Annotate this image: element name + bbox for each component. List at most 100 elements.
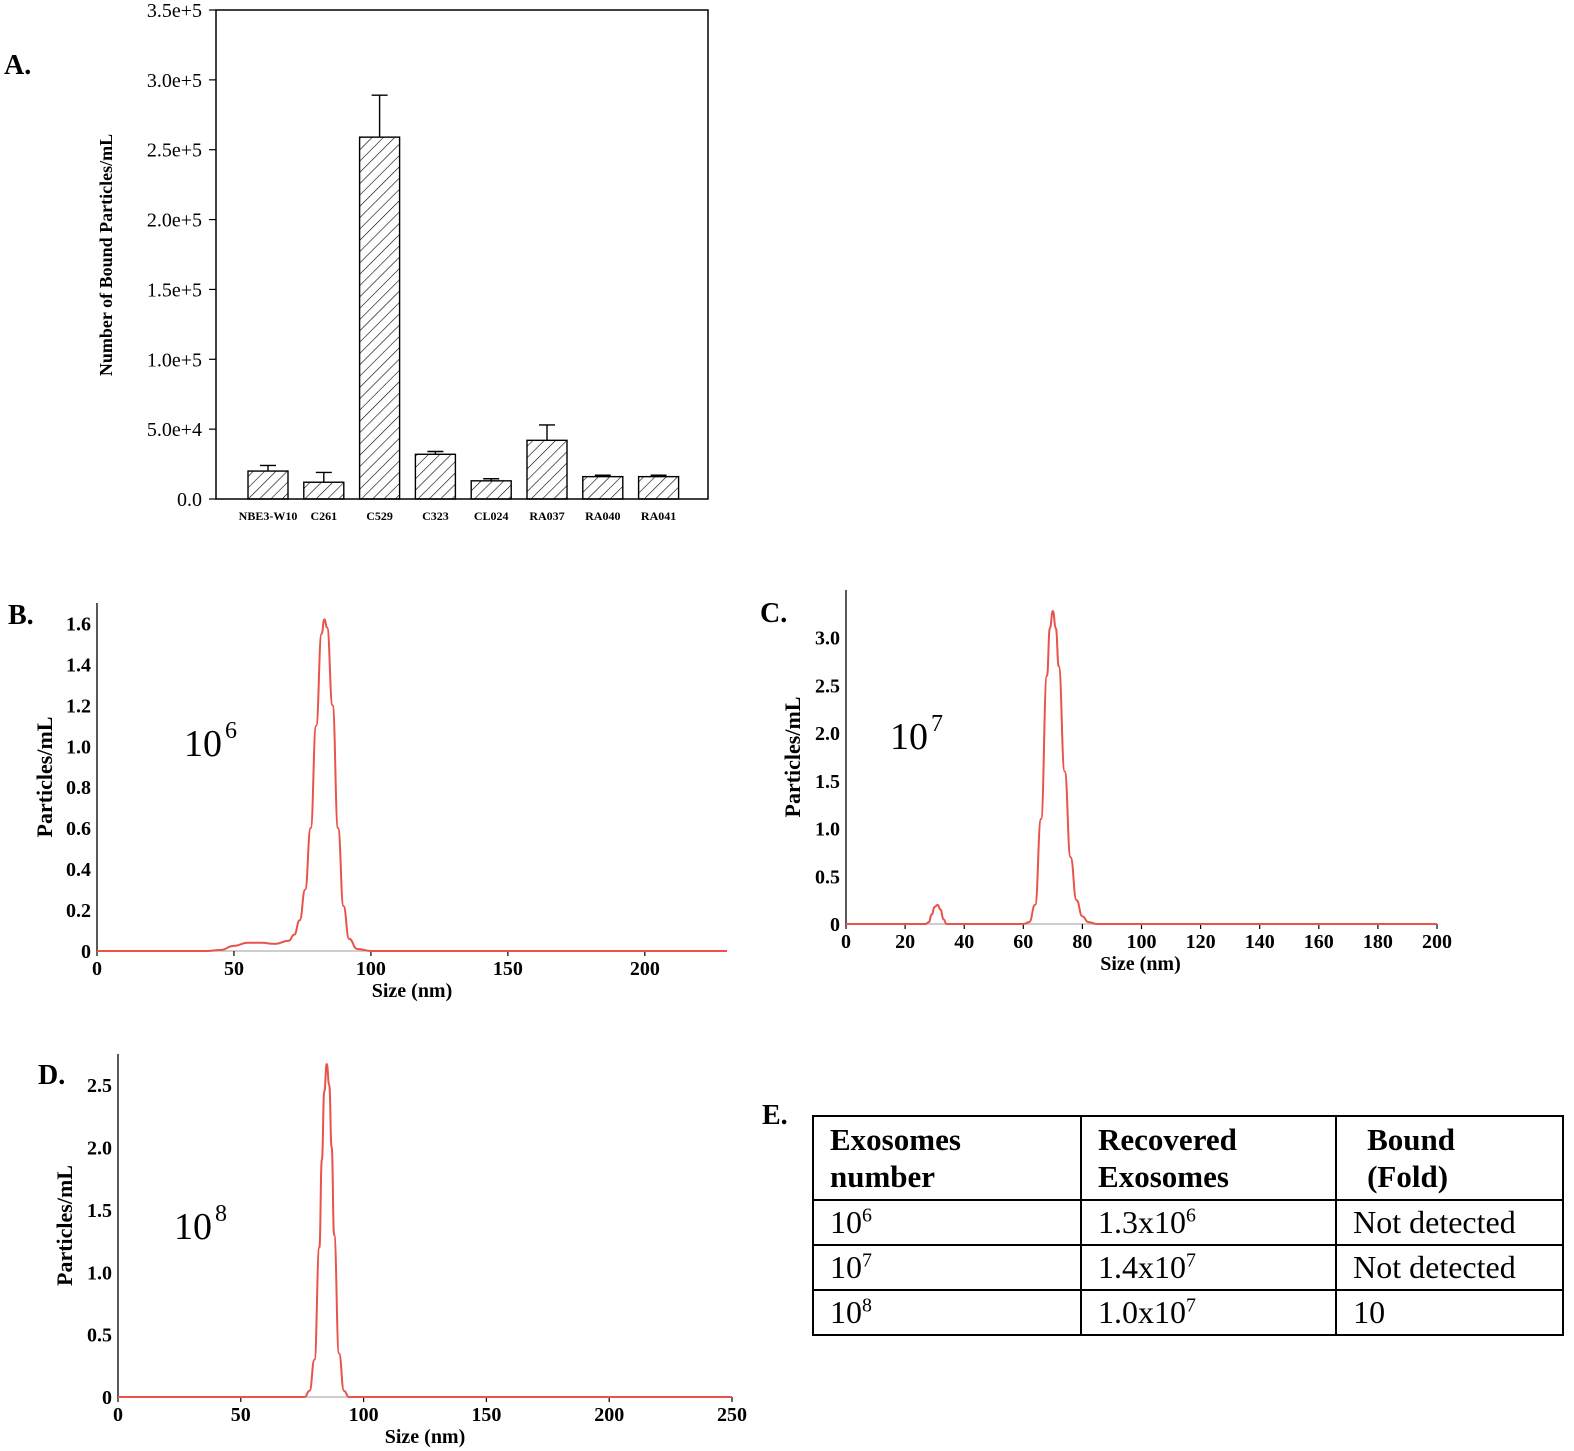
y-tick-label: 2.0e+5 [147, 210, 202, 232]
x-tick-label: 20 [895, 931, 915, 953]
multiplier-b: 10 6 [184, 718, 237, 766]
x-tick-label: 120 [1186, 931, 1216, 953]
y-tick-label: 1.5 [815, 771, 840, 793]
header-c1-line2: number [830, 1159, 936, 1194]
x-tick-label: 50 [231, 1404, 251, 1426]
y-tick-label: 0 [830, 914, 840, 936]
x-tick-label: 0 [92, 958, 102, 980]
y-tick-label: 0.5 [87, 1325, 112, 1347]
series-line [846, 609, 1437, 926]
panel-label-e: E. [762, 1100, 788, 1131]
x-tick-label: CL024 [474, 509, 509, 523]
cell-recovered: 1.0x107 [1080, 1289, 1338, 1336]
panel-label-c: C. [760, 598, 788, 629]
x-tick-label: 60 [1013, 931, 1033, 953]
x-tick-label: 250 [717, 1404, 747, 1426]
header-exosomes-number: Exosomes number [811, 1115, 1083, 1201]
y-tick-label: 0.2 [66, 900, 91, 922]
x-tick-label: 0 [841, 931, 851, 953]
header-c2-line2: Exosomes [1098, 1159, 1229, 1194]
y-tick-label: 0.0 [177, 489, 202, 511]
y-tick-label: 5.0e+4 [147, 419, 202, 441]
bar [582, 475, 624, 500]
panel-label-b: B. [8, 600, 34, 631]
x-tick-label: 100 [356, 958, 386, 980]
header-c3-line1: Bound [1367, 1121, 1456, 1157]
x-tick-label: 100 [1127, 931, 1157, 953]
multiplier-d: 10 8 [174, 1201, 227, 1249]
multiplier-c-exp: 7 [931, 711, 943, 737]
table-row: 107 1.4x107 Not detected [811, 1244, 1564, 1291]
multiplier-c: 10 7 [890, 711, 943, 759]
cell-bound-fold: Not detected [1335, 1199, 1564, 1246]
y-tick-label: 1.0e+5 [147, 349, 202, 371]
x-tick-label: RA040 [585, 509, 620, 523]
header-c1-line1: Exosomes [830, 1121, 961, 1157]
cell-exosomes-number: 106 [811, 1199, 1083, 1246]
y-axis-label: Particles/mL [780, 697, 805, 818]
cell-recovered: 1.3x106 [1080, 1199, 1338, 1246]
y-tick-label: 3.5e+5 [147, 0, 202, 22]
x-tick-label: 40 [954, 931, 974, 953]
bar [303, 481, 345, 500]
bar [358, 136, 401, 500]
multiplier-d-base: 10 [174, 1206, 212, 1248]
cell-bound-fold: 10 [1335, 1289, 1564, 1336]
y-tick-label: 3.0e+5 [147, 70, 202, 92]
y-tick-label: 3.0 [815, 628, 840, 650]
x-tick-label: 0 [113, 1404, 123, 1426]
cell-bound-fold: Not detected [1335, 1244, 1564, 1291]
x-tick-label: RA037 [529, 509, 564, 523]
multiplier-b-base: 10 [184, 723, 222, 765]
cell-exosomes-number: 107 [811, 1244, 1083, 1291]
y-tick-label: 0.5 [815, 866, 840, 888]
x-tick-label: C529 [366, 509, 393, 523]
series-line [118, 1062, 732, 1399]
x-axis-label: Size (nm) [372, 980, 453, 1002]
table-row: 108 1.0x107 10 [811, 1289, 1564, 1336]
cell-exosomes-number: 108 [811, 1289, 1083, 1336]
y-tick-label: 1.2 [66, 695, 91, 717]
header-bound-fold: Bound (Fold) [1335, 1115, 1564, 1201]
x-tick-label: 100 [349, 1404, 379, 1426]
x-tick-label: C261 [310, 509, 337, 523]
x-tick-label: C323 [422, 509, 449, 523]
y-tick-label: 1.4 [66, 654, 91, 676]
bar [247, 470, 289, 500]
bar [414, 453, 457, 500]
x-axis-label: Size (nm) [385, 1426, 466, 1448]
y-axis-label: Particles/mL [52, 1165, 77, 1286]
x-tick-label: 150 [471, 1404, 501, 1426]
exosome-recovery-table: Exosomes number Recovered Exosomes Bound (F… [811, 1115, 1564, 1336]
y-tick-label: 2.0 [87, 1138, 112, 1160]
y-tick-label: 0 [102, 1387, 112, 1409]
series-line [96, 618, 727, 953]
x-tick-label: 180 [1363, 931, 1393, 953]
header-recovered-exosomes: Recovered Exosomes [1080, 1115, 1338, 1201]
chart-a-frame [215, 9, 709, 500]
y-tick-label: 0 [81, 941, 91, 963]
y-tick-label: 2.5 [815, 675, 840, 697]
panel-label-a: A. [4, 50, 32, 81]
y-axis-label: Particles/mL [32, 717, 57, 838]
y-tick-label: 1.5 [87, 1200, 112, 1222]
panel-label-d: D. [38, 1060, 66, 1091]
x-tick-label: 200 [594, 1404, 624, 1426]
x-tick-label: 150 [493, 958, 523, 980]
y-tick-label: 1.5e+5 [147, 279, 202, 301]
y-tick-label: 1.0 [87, 1262, 112, 1284]
x-tick-label: NBE3-W10 [239, 509, 298, 523]
header-c2-line1: Recovered [1098, 1121, 1237, 1157]
y-tick-label: 1.0 [66, 736, 91, 758]
x-tick-label: 200 [1422, 931, 1452, 953]
y-tick-label: 1.6 [66, 613, 91, 635]
cell-recovered: 1.4x107 [1080, 1244, 1338, 1291]
y-tick-label: 2.5e+5 [147, 140, 202, 162]
x-tick-label: RA041 [641, 509, 676, 523]
bar [526, 439, 568, 500]
bar [637, 475, 680, 500]
multiplier-d-exp: 8 [215, 1201, 227, 1227]
y-tick-label: 0.4 [66, 859, 91, 881]
y-axis-label: Number of Bound Particles/mL [96, 134, 116, 376]
